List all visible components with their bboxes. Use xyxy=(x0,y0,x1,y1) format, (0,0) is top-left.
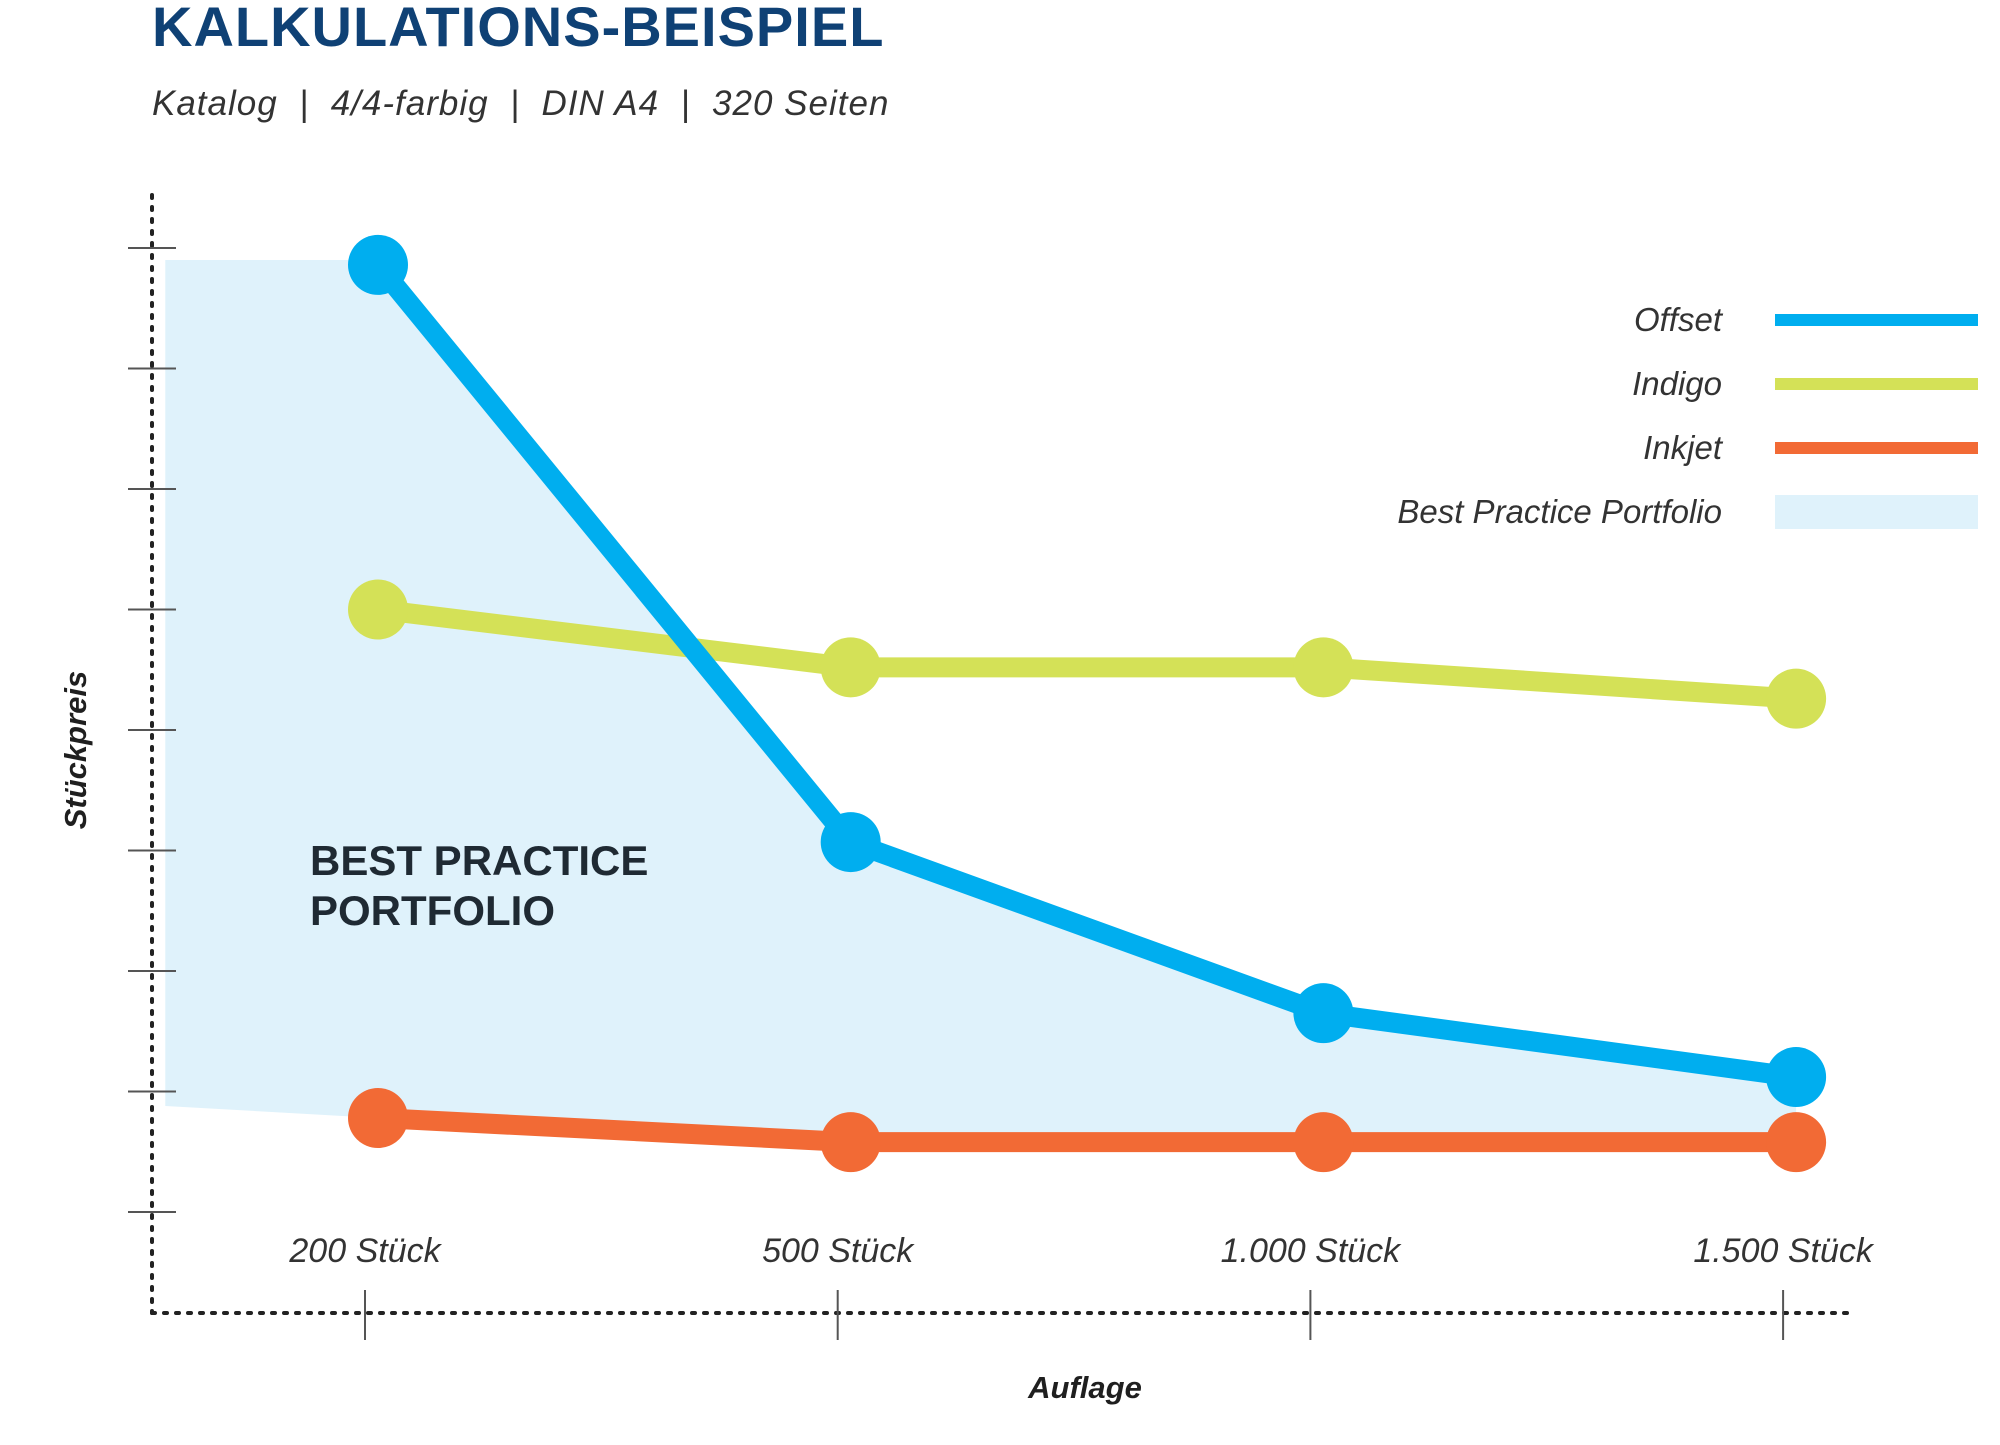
data-point-offset xyxy=(1293,983,1354,1044)
data-point-indigo xyxy=(1293,637,1354,698)
portfolio-area xyxy=(165,260,1797,1143)
x-tick-label: 1.500 Stück xyxy=(1693,1232,1875,1270)
series-line-offset xyxy=(368,254,1807,1088)
legend-label: Offset xyxy=(1634,301,1724,338)
legend-swatch-area xyxy=(1775,495,1978,529)
x-tick-label: 200 Stück xyxy=(288,1232,442,1270)
x-axis-label: Auflage xyxy=(1027,1370,1142,1405)
page-title: KALKULATIONS-BEISPIEL xyxy=(152,0,884,58)
data-point-offset xyxy=(820,812,881,873)
legend: Offset Indigo Inkjet Best Practice Portfoli… xyxy=(1397,301,1978,530)
portfolio-area-label: PORTFOLIO xyxy=(310,887,555,934)
data-point-inkjet xyxy=(1766,1112,1827,1173)
x-tick-label: 1.000 Stück xyxy=(1221,1232,1403,1270)
data-point-inkjet xyxy=(820,1112,881,1173)
data-point-inkjet xyxy=(348,1088,408,1149)
series-line-indigo xyxy=(368,599,1807,709)
series-layer xyxy=(348,234,1827,1173)
series-line-inkjet xyxy=(368,1108,1807,1153)
legend-label: Inkjet xyxy=(1643,429,1724,466)
data-point-indigo xyxy=(820,637,881,698)
portfolio-area-layer xyxy=(165,260,1797,1143)
data-point-indigo xyxy=(348,579,408,640)
y-axis-label: Stückpreis xyxy=(58,671,93,830)
page-subtitle: Katalog | 4/4-farbig | DIN A4 | 320 Seit… xyxy=(152,84,889,123)
data-point-inkjet xyxy=(1293,1112,1354,1173)
portfolio-area-label: BEST PRACTICE xyxy=(310,837,648,884)
data-point-offset xyxy=(1766,1047,1827,1108)
data-point-offset xyxy=(348,234,408,295)
data-point-indigo xyxy=(1766,668,1827,729)
legend-label: Indigo xyxy=(1632,365,1722,402)
x-tick-label: 500 Stück xyxy=(762,1232,915,1270)
legend-label: Best Practice Portfolio xyxy=(1397,493,1722,530)
axes: 200 Stück 500 Stück 1.000 Stück 1.500 Stück xyxy=(128,193,1875,1340)
